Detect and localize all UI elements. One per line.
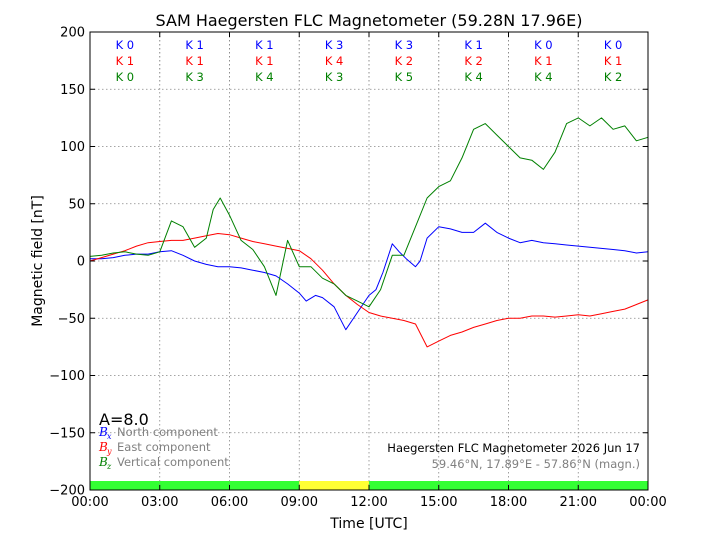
activity-segment-1	[299, 481, 369, 490]
kp-label-r0-c7: K 0	[604, 38, 623, 52]
kp-label-r2-c0: K 0	[116, 70, 135, 84]
y-axis-label: Magnetic field [nT]	[30, 195, 46, 327]
x-tick-label-8: 00:00	[629, 495, 666, 510]
legend-name-x: North component	[117, 425, 218, 439]
kp-label-r2-c5: K 4	[464, 70, 483, 84]
x-tick-label-1: 03:00	[141, 495, 178, 510]
kp-label-r0-c3: K 3	[325, 38, 344, 52]
kp-label-r1-c0: K 1	[116, 54, 135, 68]
x-tick-label-7: 21:00	[560, 495, 597, 510]
legend-subscript-x: x	[107, 432, 112, 441]
x-tick-label-0: 00:00	[71, 495, 108, 510]
kp-label-r0-c6: K 0	[534, 38, 553, 52]
legend-symbol-x: B	[98, 425, 108, 439]
kp-label-r1-c4: K 2	[395, 54, 414, 68]
kp-label-r2-c1: K 3	[185, 70, 204, 84]
kp-label-r2-c3: K 3	[325, 70, 344, 84]
grid-lines	[90, 32, 648, 490]
y-tick-label-4: 0	[77, 255, 85, 270]
a-index-label: A=8.0	[99, 410, 149, 429]
y-tick-label-6: 100	[60, 140, 85, 155]
y-tick-label-0: −200	[49, 484, 85, 499]
x-tick-label-5: 15:00	[420, 495, 457, 510]
kp-index-table: K 0 K 1 K 1 K 3 K 3 K 1 K 0 K 0 K 1 K 1 K 1 K 4 K 2 K…	[116, 32, 623, 84]
kp-label-r1-c1: K 1	[185, 54, 204, 68]
kp-label-r0-c2: K 1	[255, 38, 274, 52]
kp-label-r1-c2: K 1	[255, 54, 274, 68]
kp-label-r2-c6: K 4	[534, 70, 553, 84]
x-tick-label-2: 06:00	[211, 495, 248, 510]
station-info-line: Haegersten FLC Magnetometer 2026 Jun 17	[387, 441, 640, 455]
legend-symbol-y: B	[98, 440, 108, 454]
series-lines	[89, 117, 649, 348]
y-tick-label-2: −100	[49, 369, 85, 384]
kp-label-r0-c4: K 3	[395, 38, 414, 52]
activity-segment-0	[90, 481, 300, 490]
y-tick-label-7: 150	[60, 83, 85, 98]
x-tick-label-6: 18:00	[490, 495, 527, 510]
coordinates-info-line: 59.46°N, 17.89°E - 57.86°N (magn.)	[432, 457, 640, 471]
kp-label-r1-c5: K 2	[464, 54, 483, 68]
kp-label-r0-c0: K 0	[116, 38, 135, 52]
legend-name-z: Vertical component	[117, 455, 229, 469]
kp-label-r1-c3: K 4	[325, 54, 344, 68]
y-tick-label-8: 200	[60, 26, 85, 41]
chart-title: SAM Haegersten FLC Magnetometer (59.28N …	[156, 11, 583, 30]
legend-symbol-z: B	[98, 455, 108, 469]
kp-label-r2-c2: K 4	[255, 70, 274, 84]
y-tick-label-5: 50	[68, 197, 85, 212]
kp-label-r0-c1: K 1	[185, 38, 204, 52]
y-axis: −200 −150 −100 −50 0 50 100 150 200	[49, 26, 648, 499]
legend-subscript-y: y	[106, 447, 112, 456]
kp-label-r1-c6: K 1	[534, 54, 553, 68]
kp-label-r2-c7: K 2	[604, 70, 623, 84]
x-tick-label-4: 12:00	[350, 495, 387, 510]
kp-label-r2-c4: K 5	[395, 70, 414, 84]
series-line-y	[89, 233, 649, 348]
series-line-z	[89, 117, 649, 308]
kp-label-r0-c5: K 1	[464, 38, 483, 52]
kp-label-r1-c7: K 1	[604, 54, 623, 68]
legend-name-y: East component	[117, 440, 211, 454]
x-axis: 00:00 03:00 06:00 09:00 12:00 15:00 18:00 21:00…	[71, 32, 667, 510]
x-tick-label-3: 09:00	[281, 495, 318, 510]
legend-subscript-z: z	[106, 462, 112, 471]
x-axis-label: Time [UTC]	[329, 516, 407, 532]
y-tick-label-1: −150	[49, 426, 85, 441]
series-line-x	[90, 222, 649, 331]
y-tick-label-3: −50	[58, 312, 85, 327]
